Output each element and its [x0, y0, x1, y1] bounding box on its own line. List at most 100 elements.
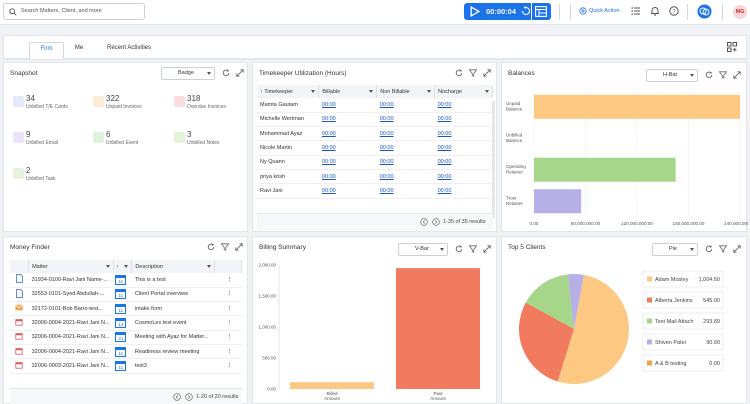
matter-cell: 32006-0004-2021-Ravi Jani N...: [28, 330, 114, 345]
invoice-icon: [93, 96, 104, 107]
kebab-menu-icon[interactable]: ⋮: [214, 273, 242, 288]
help-icon[interactable]: ?: [669, 6, 679, 16]
billable-link[interactable]: 00:00: [321, 145, 336, 152]
timer-reset-icon[interactable]: [521, 6, 531, 16]
filter-icon[interactable]: [221, 243, 229, 251]
refresh-icon[interactable]: [705, 245, 713, 253]
matter-cell: 31934-0100-Ravi Jani Name-...: [28, 273, 114, 288]
avatar[interactable]: MG: [733, 5, 747, 19]
table-row[interactable]: 31934-0100-Ravi Jani Name-... 11 This is a…: [10, 273, 242, 288]
kebab-menu-icon[interactable]: ⋮: [214, 315, 242, 331]
description-cell: CosmoLex test event: [131, 315, 215, 331]
refresh-icon[interactable]: [455, 245, 463, 253]
expand-icon[interactable]: [733, 245, 741, 253]
nocharge-link[interactable]: 00:00: [437, 145, 452, 152]
category-label: Paid: [433, 391, 443, 396]
col-non-billable[interactable]: Non Billable: [376, 85, 436, 98]
legend-value: 545.00: [703, 298, 720, 304]
table-row[interactable]: 32006-0003-2021-Ravi Jani N... 11 test3 ⋮: [10, 358, 242, 374]
table-row[interactable]: 32006-0004-2021-Ravi Jani N... 21 Meeting …: [10, 330, 242, 345]
filter-icon[interactable]: [719, 71, 727, 79]
next-page-icon[interactable]: [432, 218, 440, 226]
non-billable-link[interactable]: 00:00: [379, 130, 394, 137]
col-timekeeper[interactable]: ↑ Timekeeper: [257, 85, 320, 98]
scrollbar[interactable]: [492, 101, 495, 219]
prev-page-icon[interactable]: [173, 393, 181, 401]
non-billable-link[interactable]: 00:00: [379, 101, 394, 108]
billable-link[interactable]: 00:00: [321, 187, 336, 194]
refresh-icon[interactable]: [705, 71, 713, 79]
expand-icon[interactable]: [235, 243, 243, 251]
billable-link[interactable]: 00:00: [321, 116, 336, 123]
non-billable-link[interactable]: 00:00: [379, 159, 394, 166]
task-list-icon[interactable]: [631, 6, 641, 16]
legend-swatch: [647, 360, 652, 366]
non-billable-link[interactable]: 00:00: [379, 173, 394, 180]
expand-icon[interactable]: [236, 69, 244, 77]
col-date[interactable]: ↑: [113, 260, 133, 273]
billing-view-select[interactable]: V-Bar: [398, 243, 448, 256]
refresh-icon[interactable]: [455, 69, 463, 77]
prev-page-icon[interactable]: [420, 218, 428, 226]
chat-icon[interactable]: [697, 4, 712, 19]
table-row[interactable]: 32553-0101-Syed Abdullah-... 11 Client Por…: [10, 287, 242, 303]
layout-grid-icon[interactable]: [727, 42, 737, 52]
col-matter[interactable]: Matter: [28, 260, 114, 273]
play-icon[interactable]: [469, 6, 480, 17]
quick-action-button[interactable]: Quick Action: [579, 7, 620, 15]
nocharge-link[interactable]: 00:00: [437, 130, 452, 137]
col-nocharge[interactable]: Nocharge: [434, 85, 493, 98]
col-billable[interactable]: Billable: [318, 85, 378, 98]
kebab-menu-icon[interactable]: ⋮: [214, 301, 242, 317]
nocharge-link[interactable]: 00:00: [437, 187, 452, 194]
x-tick-label: 60,000,000.00: [571, 221, 601, 226]
nocharge-link[interactable]: 00:00: [437, 101, 452, 108]
balances-view-select[interactable]: H-Bar: [646, 69, 698, 82]
expand-icon[interactable]: [483, 245, 491, 253]
tab-firm[interactable]: Firm: [29, 42, 64, 60]
quick-action-label: Quick Action: [589, 8, 620, 15]
top-clients-view-select[interactable]: Pie: [652, 243, 698, 256]
non-billable-link[interactable]: 00:00: [379, 116, 394, 123]
bell-icon[interactable]: [650, 6, 660, 16]
nocharge-link[interactable]: 00:00: [437, 159, 452, 166]
legend-item: [642, 291, 724, 309]
search-input[interactable]: Search Matters, Client, and more: [3, 3, 145, 20]
billable-link[interactable]: 00:00: [321, 101, 336, 108]
col-description[interactable]: Description: [131, 260, 216, 273]
table-row[interactable]: 32172-0101-Bob Barro-test... 11 intake for…: [10, 301, 242, 317]
filter-icon[interactable]: [469, 245, 477, 253]
kebab-menu-icon[interactable]: ⋮: [214, 287, 242, 303]
timesheet-icon[interactable]: [535, 6, 547, 17]
filter-icon[interactable]: [469, 69, 477, 77]
non-billable-link[interactable]: 00:00: [379, 145, 394, 152]
search-placeholder: Search Matters, Client, and more: [21, 8, 102, 14]
billable-link[interactable]: 00:00: [321, 173, 336, 180]
nocharge-link[interactable]: 00:00: [437, 173, 452, 180]
refresh-icon[interactable]: [207, 243, 215, 251]
table-row[interactable]: 32006-0004-2021-Ravi Jani N... 11 Readines…: [10, 344, 242, 360]
description-cell: Meeting with Ayaz for Matter...: [131, 330, 215, 345]
kebab-menu-icon[interactable]: ⋮: [214, 344, 242, 360]
table-row: Ravi Jani 00:00 00:00 00:00: [257, 183, 493, 199]
filter-icon[interactable]: [719, 245, 727, 253]
x-tick-label: 120,000,000.00: [621, 221, 653, 226]
category-label: Balance: [506, 138, 523, 143]
billable-link[interactable]: 00:00: [321, 159, 336, 166]
snapshot-view-select[interactable]: Badge: [161, 67, 215, 80]
kebab-menu-icon[interactable]: ⋮: [214, 330, 242, 345]
expand-icon[interactable]: [733, 71, 741, 79]
next-page-icon[interactable]: [185, 393, 193, 401]
tab-recent-activities[interactable]: Recent Activities: [106, 45, 152, 51]
money-finder-title: Money Finder: [10, 244, 50, 251]
pie-slice: [567, 274, 584, 329]
tab-me[interactable]: Me: [74, 45, 84, 51]
refresh-icon[interactable]: [222, 69, 230, 77]
kebab-menu-icon[interactable]: ⋮: [214, 358, 242, 374]
balances-panel: Balances H-Bar 0.00 60,000,000.00 120,000,…: [501, 62, 748, 232]
nocharge-link[interactable]: 00:00: [437, 116, 452, 123]
expand-icon[interactable]: [483, 69, 491, 77]
table-row[interactable]: 32006-0004-2021-Ravi Jani N... 14 CosmoLex…: [10, 315, 242, 331]
non-billable-link[interactable]: 00:00: [379, 187, 394, 194]
billable-link[interactable]: 00:00: [321, 130, 336, 137]
